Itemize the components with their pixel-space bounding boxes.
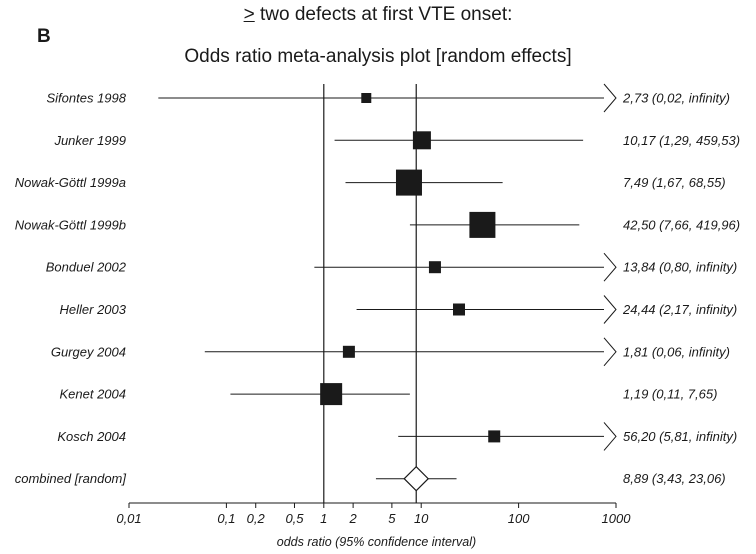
study-rows: Sifontes 1998 2,73 (0,02, infinity) Junker… [15,83,740,492]
point-estimate-marker [428,261,441,274]
ci-label: 56,20 (5,81, infinity) [623,429,737,444]
ci-label: 8,89 (3,43, 23,06) [623,471,726,486]
figure-heading: > two defects at first VTE onset: [0,4,756,26]
ci-label: 24,44 (2,17, infinity) [622,302,737,317]
point-estimate-marker [342,345,355,358]
x-tick-label: 1000 [602,511,632,526]
x-tick-label: 10 [414,511,429,526]
point-estimate-marker [412,131,431,150]
study-name: Kosch 2004 [57,429,126,444]
ci-label: 1,81 (0,06, infinity) [623,344,730,359]
ci-label: 1,19 (0,11, 7,65) [623,387,717,402]
study-name: Bonduel 2002 [46,260,127,275]
study-name: Gurgey 2004 [51,344,126,359]
ci-label: 13,84 (0,80, infinity) [623,260,737,275]
study-name: Junker 1999 [53,133,126,148]
x-tick-label: 0,2 [247,511,266,526]
ci-arrow [603,295,617,324]
x-tick-label: 2 [349,511,358,526]
study-name: Heller 2003 [60,302,127,317]
x-axis-label: odds ratio (95% confidence interval) [277,535,476,549]
ci-arrow [603,252,617,282]
point-estimate-marker [395,169,422,196]
x-axis: 0,01 0,1 0,2 0,5 1 2 5 10 100 1000 [116,502,632,526]
heading-text: two defects at first VTE onset: [254,4,513,25]
ci-label: 42,50 (7,66, 419,96) [623,217,740,232]
combined-diamond [403,465,430,492]
study-name: combined [random] [15,471,127,486]
x-tick-label: 0,01 [116,511,141,526]
point-estimate-marker [320,383,343,406]
point-estimate-marker [488,430,501,443]
study-name: Sifontes 1998 [46,91,126,106]
ci-arrow [603,337,617,367]
plot-title: Odds ratio meta-analysis plot [random ef… [184,46,572,67]
ci-label: 7,49 (1,67, 68,55) [623,175,726,190]
reference-lines [323,84,417,503]
heading-symbol: > [243,4,255,25]
ci-arrow [603,422,617,451]
x-tick-label: 5 [388,511,396,526]
x-tick-label: 1 [320,511,327,526]
x-tick-label: 0,1 [217,511,235,526]
ci-arrow [603,83,617,113]
ci-label: 10,17 (1,29, 459,53) [623,133,740,148]
panel-label: B [37,26,51,47]
point-estimate-marker [453,303,466,316]
study-name: Nowak-Göttl 1999a [15,175,126,190]
study-name: Kenet 2004 [59,387,126,402]
study-name: Nowak-Göttl 1999b [15,217,126,232]
x-tick-label: 100 [508,511,530,526]
ci-label: 2,73 (0,02, infinity) [622,91,730,106]
x-tick-label: 0,5 [285,511,304,526]
point-estimate-marker [469,211,496,238]
point-estimate-marker [361,93,372,103]
